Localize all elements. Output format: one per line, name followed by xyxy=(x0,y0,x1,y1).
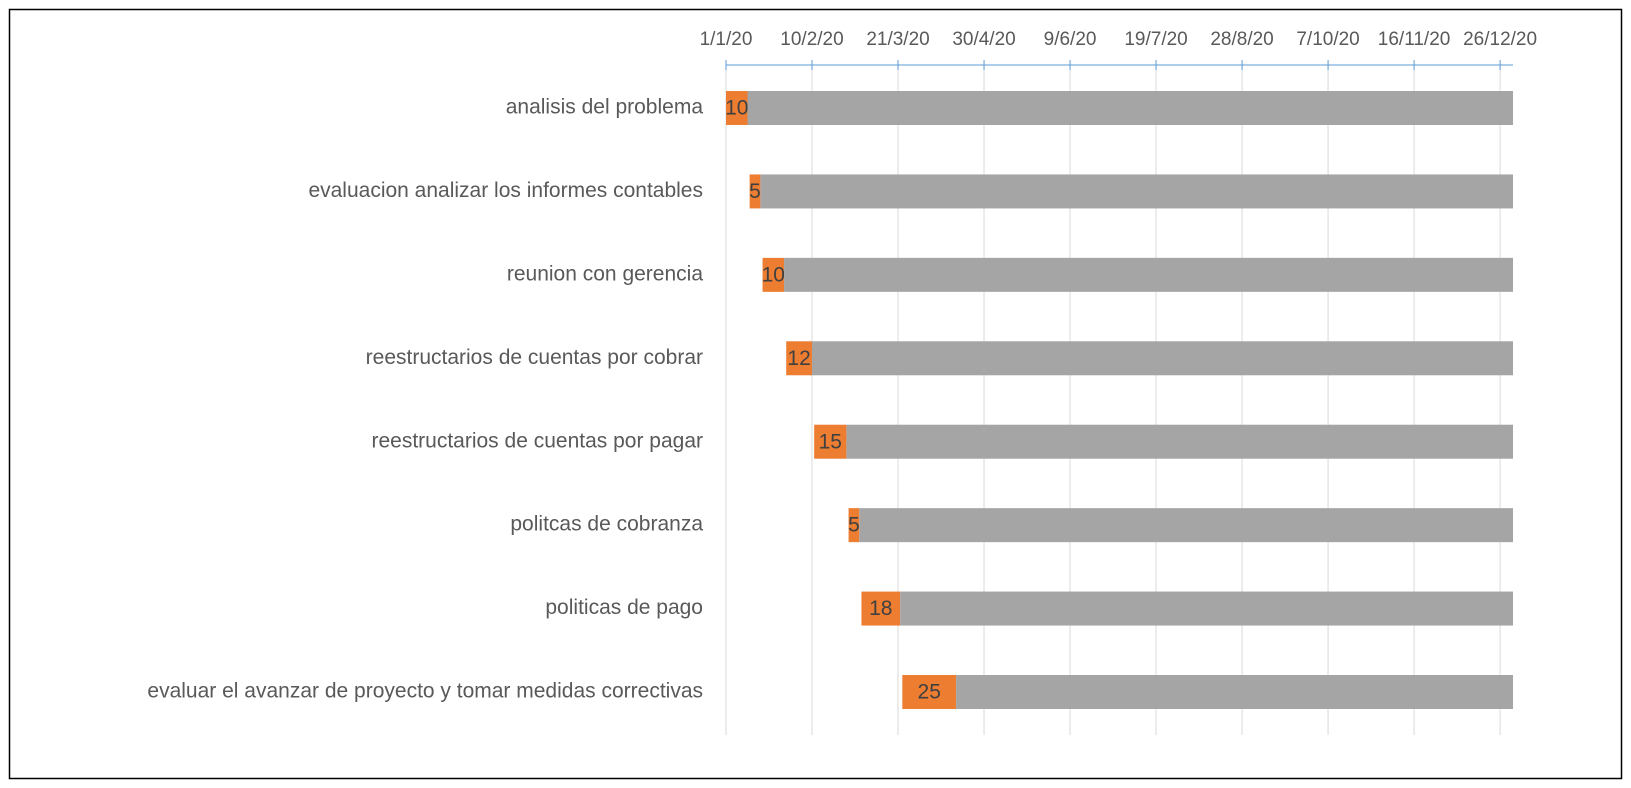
data-label: 5 xyxy=(848,514,860,537)
data-label: 12 xyxy=(787,347,810,370)
x-tick-label: 9/6/20 xyxy=(1044,29,1097,50)
data-label: 5 xyxy=(749,180,761,203)
bar-segment xyxy=(786,341,813,376)
bar-segment xyxy=(812,341,1513,376)
bar-segment xyxy=(814,424,847,459)
bar-segment xyxy=(726,341,786,375)
bar-segment xyxy=(726,174,750,208)
bar-segment xyxy=(747,91,1513,125)
bar-segment xyxy=(760,174,1513,209)
data-label: 25 xyxy=(918,681,941,704)
bar-segment xyxy=(726,508,849,542)
bar-segment xyxy=(859,508,1513,543)
category-label: reestructarios de cuentas por pagar xyxy=(371,429,703,452)
category-label: evaluar el avanzar de proyecto y tomar m… xyxy=(147,680,703,703)
bar-segment xyxy=(900,591,1513,626)
bar-segment xyxy=(726,258,763,292)
category-label: reunion con gerencia xyxy=(507,262,703,285)
x-tick-label: 16/11/20 xyxy=(1378,29,1451,50)
x-tick-label: 1/1/20 xyxy=(700,29,753,50)
bar-segment xyxy=(726,425,814,459)
bar-segment xyxy=(861,591,901,626)
data-label: 15 xyxy=(819,430,842,453)
x-tick-label: 19/7/20 xyxy=(1124,29,1187,50)
bar-segment xyxy=(956,675,1513,709)
data-label: 18 xyxy=(869,597,892,620)
x-tick-label: 10/2/20 xyxy=(780,29,843,50)
x-tick-label: 21/3/20 xyxy=(866,29,929,50)
x-tick-label: 28/8/20 xyxy=(1210,29,1273,50)
x-tick-label: 30/4/20 xyxy=(952,29,1015,50)
data-label: 10 xyxy=(725,97,748,120)
category-label: analisis del problema xyxy=(506,96,704,119)
x-tick-label: 7/10/20 xyxy=(1296,29,1359,50)
bar-segment xyxy=(749,174,761,209)
chart-frame xyxy=(8,8,1623,780)
bar-segment xyxy=(762,257,785,292)
bar-segment xyxy=(726,675,902,709)
bar-segment xyxy=(726,91,748,125)
category-label: politicas de pago xyxy=(545,596,703,619)
category-label: politcas de cobranza xyxy=(510,513,703,536)
x-tick-label: 26/12/20 xyxy=(1463,29,1537,50)
bar-segment xyxy=(902,675,957,709)
category-label: evaluacion analizar los informes contabl… xyxy=(308,179,703,202)
bar-segment xyxy=(784,257,1513,292)
category-label: reestructarios de cuentas por cobrar xyxy=(366,346,703,369)
bar-segment xyxy=(848,508,860,543)
bar-segment xyxy=(846,424,1513,459)
data-label: 10 xyxy=(762,263,785,286)
bar-segment xyxy=(726,592,861,626)
